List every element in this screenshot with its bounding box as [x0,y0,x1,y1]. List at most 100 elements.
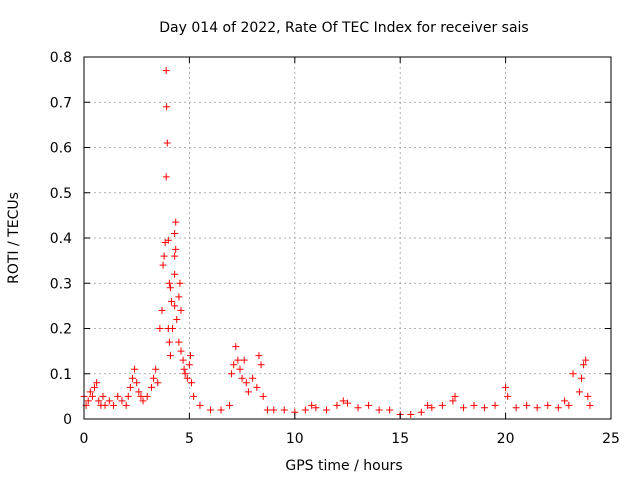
data-point [365,401,373,409]
data-point [135,388,143,396]
data-point [577,374,585,382]
data-point [253,383,261,391]
data-point [255,352,263,360]
data-point [459,404,467,412]
data-point [158,306,166,314]
y-tick-label: 0 [63,412,72,428]
data-point [491,401,499,409]
data-point [565,401,573,409]
data-point [143,392,151,400]
data-point [177,306,185,314]
data-point [166,352,174,360]
data-point [177,347,185,355]
x-axis-label: GPS time / hours [285,458,402,474]
data-point [344,399,351,407]
data-point [169,325,177,332]
data-point [424,401,432,409]
data-point [569,370,577,378]
y-tick-label: 0.6 [50,141,72,157]
axis-ticks: 0 5 10 15 20 25 0 0.1 0.2 0.3 0.4 0.5 0.6 0.7 0.8 [50,50,620,447]
data-point [502,383,510,391]
data-point [428,404,436,412]
data-point [580,361,588,369]
data-point [259,392,267,400]
x-tick-label: 25 [602,431,620,447]
data-point [171,270,179,278]
data-point [386,406,394,414]
data-point [88,392,96,400]
data-point [105,397,113,405]
data-point [180,365,188,373]
data-point [162,67,170,75]
y-tick-label: 0.3 [50,276,72,292]
data-point [225,401,233,409]
data-point [504,392,512,400]
data-point [586,401,594,409]
data-point [154,379,162,387]
data-point [533,404,541,412]
data-point [171,302,179,310]
data-point [137,392,145,400]
data-point [185,361,193,369]
data-point [236,365,244,373]
data-point [188,379,196,387]
data-point [322,406,330,414]
data-point [166,284,174,292]
data-point [131,365,139,373]
data-point [133,379,141,387]
data-point [171,252,179,260]
plot-frame [83,56,612,420]
data-point [417,408,425,416]
data-point [481,404,489,412]
data-point [206,406,214,414]
data-point [554,404,562,412]
data-point [173,315,181,323]
x-tick-label: 5 [185,431,194,447]
data-point [118,397,126,405]
x-tick-label: 20 [497,431,515,447]
data-point [244,388,252,396]
data-point [470,401,478,409]
x-tick-label: 15 [391,431,409,447]
data-point [232,343,240,351]
data-point [172,218,180,226]
data-point [280,406,288,414]
y-tick-label: 0.7 [50,95,72,111]
data-point [167,297,175,305]
x-tick-label: 0 [80,431,89,447]
data-point [240,356,248,364]
data-point [270,406,278,414]
data-point [165,338,173,346]
data-point [312,404,320,412]
data-point [163,103,171,111]
y-tick-label: 0.1 [50,367,72,383]
data-point [263,406,271,414]
data-point [122,401,130,409]
data-point [190,392,198,400]
data-point [175,338,183,346]
data-point [575,388,583,396]
data-point [230,361,238,369]
data-point [449,397,457,405]
data-point [114,392,122,400]
data-point [128,374,136,382]
data-point [523,401,531,409]
grid-lines [84,57,611,419]
data-point [101,401,109,409]
data-point [156,325,164,332]
data-point [91,383,99,391]
data-point [175,293,183,301]
y-axis-label: ROTI / TECUs [6,192,22,284]
data-point [228,370,236,378]
data-point [152,365,160,373]
data-point [196,401,204,409]
data-point [95,397,103,405]
data-point [165,279,173,287]
data-point [183,374,191,382]
data-point [242,379,250,387]
data-point [139,397,147,405]
data-point [234,356,242,364]
data-point [257,361,265,369]
x-tick-label: 10 [286,431,304,447]
